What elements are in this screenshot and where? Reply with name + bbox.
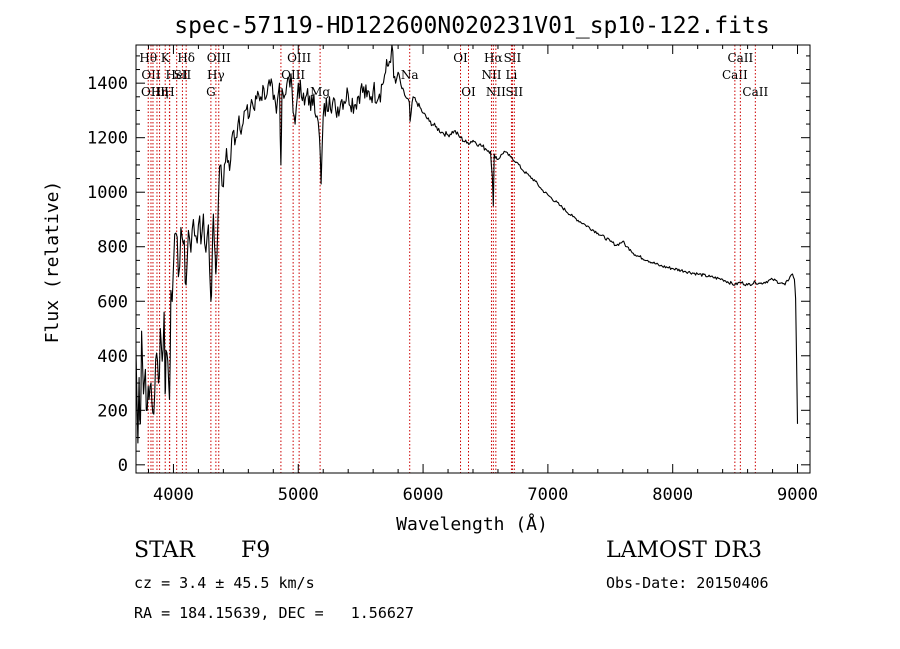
line-marker-label-21: NII — [481, 68, 501, 82]
y-tick-label-2: 400 — [97, 347, 128, 367]
y-tick-label-5: 1000 — [87, 183, 128, 203]
line-marker-label-27: CaII — [722, 68, 748, 82]
line-marker-label-12: Hγ — [207, 68, 225, 82]
x-tick-label-2: 6000 — [403, 485, 444, 505]
y-tick-label-7: 1400 — [87, 74, 128, 94]
line-marker-label-4: Hη — [151, 85, 169, 99]
line-marker-label-5: K — [161, 51, 171, 65]
line-marker-label-23: NII — [486, 85, 506, 99]
line-marker-label-22: Hα — [484, 51, 503, 65]
spectral-class: F9 — [241, 538, 271, 563]
x-tick-label-0: 4000 — [153, 485, 194, 505]
line-marker-label-28: CaII — [727, 51, 753, 65]
y-tick-label-6: 1200 — [87, 129, 128, 149]
x-tick-label-1: 5000 — [278, 485, 319, 505]
x-tick-label-5: 9000 — [777, 485, 818, 505]
y-axis-label: Flux (relative) — [42, 181, 63, 344]
y-tick-label-3: 600 — [97, 292, 128, 312]
line-marker-label-13: OIII — [207, 51, 231, 65]
x-tick-label-3: 7000 — [527, 485, 568, 505]
line-marker-label-19: OI — [453, 51, 468, 65]
y-tick-label-4: 800 — [97, 238, 128, 258]
spectrum-line — [135, 44, 799, 444]
line-marker-label-10: Hδ — [177, 51, 195, 65]
line-marker-label-25: SII — [504, 51, 522, 65]
spectral-line-markers: HθOIIOIIIHηKHHeISIIHδGHγOIIIOIIIOIIIMgNa… — [139, 45, 768, 473]
obs-date: Obs-Date: 20150406 — [606, 574, 769, 592]
line-marker-label-8: HeI — [166, 68, 189, 82]
line-marker-label-1: OII — [141, 68, 161, 82]
survey-name: LAMOST DR3 — [606, 538, 762, 563]
coordinates: RA = 184.15639, DEC = 1.56627 — [134, 604, 414, 622]
x-tick-label-4: 8000 — [652, 485, 693, 505]
object-type: STAR — [134, 538, 195, 563]
line-marker-label-20: OI — [461, 85, 476, 99]
line-marker-label-11: G — [206, 85, 216, 99]
line-marker-label-26: SII — [505, 85, 523, 99]
line-marker-label-17: Mg — [310, 85, 330, 99]
y-tick-label-0: 0 — [118, 456, 128, 476]
y-tick-label-1: 200 — [97, 401, 128, 421]
line-marker-label-24: Li — [506, 68, 518, 82]
line-marker-label-18: Na — [401, 68, 419, 82]
axes: 4000 5000 6000 7000 8000 9000 0 200 400 600 800 100… — [87, 44, 818, 505]
redshift-cz: cz = 3.4 ± 45.5 km/s — [134, 574, 315, 592]
line-marker-label-29: CaII — [742, 85, 768, 99]
x-axis-label: Wavelength (Å) — [396, 513, 548, 535]
chart-title: spec-57119-HD122600N020231V01_sp10-122.f… — [174, 13, 769, 39]
spectrum-curve — [135, 44, 799, 444]
line-marker-label-16: OIII — [287, 51, 311, 65]
line-marker-label-15: OIII — [281, 68, 305, 82]
line-marker-label-9: SII — [174, 68, 192, 82]
line-marker-label-0: Hθ — [139, 51, 157, 65]
plot-frame — [135, 44, 811, 474]
